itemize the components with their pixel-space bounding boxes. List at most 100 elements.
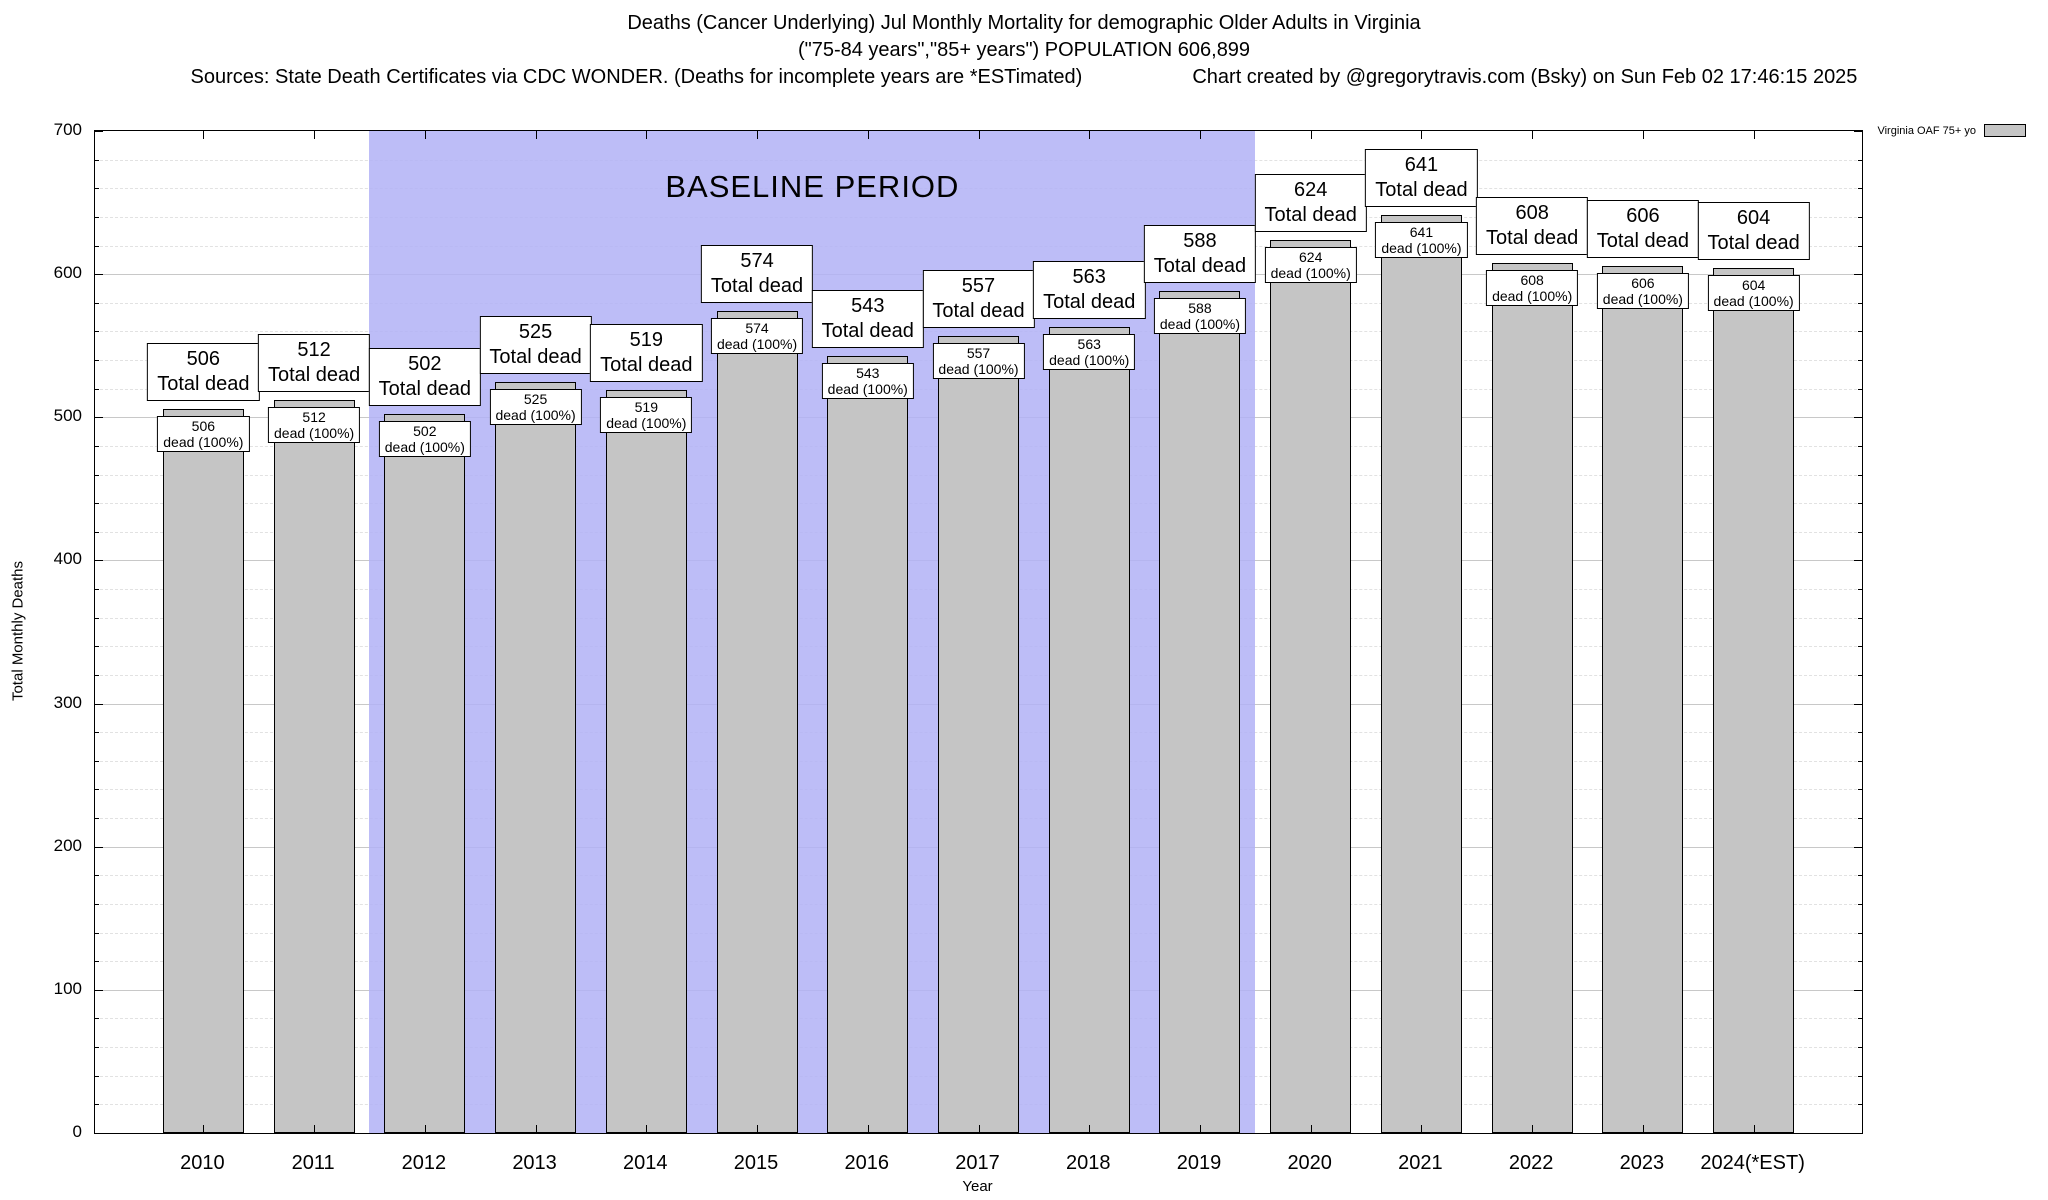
x-tick <box>978 1125 980 1133</box>
bar-total-text: Total dead <box>1264 203 1357 226</box>
bar-inner-value: 512 <box>302 409 326 426</box>
bar-inner-text: dead (100%) <box>274 425 355 442</box>
bar-inner-value: 502 <box>413 423 437 440</box>
y-minor-tick <box>1858 388 1862 390</box>
bar-inner-label: 557 dead (100%) <box>932 342 1025 379</box>
x-tick-label: 2024(*EST) <box>1700 1152 1805 1174</box>
bar <box>1602 265 1684 1133</box>
x-tick-label: 2015 <box>733 1152 779 1174</box>
y-minor-tick <box>1858 1104 1862 1106</box>
bar-inner-text: dead (100%) <box>1492 287 1573 304</box>
bar-inner-text: dead (100%) <box>1602 290 1683 307</box>
x-tick <box>757 131 759 139</box>
y-tick <box>1854 846 1862 848</box>
y-tick <box>95 1133 103 1134</box>
y-tick-label: 200 <box>53 835 82 855</box>
y-minor-tick <box>1858 646 1862 648</box>
bar-inner-text: dead (100%) <box>938 360 1019 377</box>
baseline-label: BASELINE PERIOD <box>665 169 960 204</box>
y-minor-tick <box>1858 216 1862 218</box>
y-minor-tick <box>95 732 99 734</box>
bar <box>1380 215 1462 1133</box>
bar <box>1713 268 1795 1133</box>
bar-total-label: 604 Total dead <box>1697 202 1810 261</box>
x-tick-label: 2012 <box>401 1152 447 1174</box>
bar-inner-label: 543 dead (100%) <box>821 362 914 399</box>
bar-inner-text: dead (100%) <box>1159 316 1241 333</box>
y-minor-tick <box>95 589 99 591</box>
x-tick <box>1421 131 1423 139</box>
bar-inner-text: dead (100%) <box>827 380 908 397</box>
bar-inner-label: 624 dead (100%) <box>1264 246 1357 283</box>
y-tick <box>1854 703 1862 705</box>
y-minor-tick <box>95 388 99 390</box>
y-minor-tick <box>95 216 99 218</box>
y-tick <box>95 274 103 276</box>
bar-total-value: 506 <box>186 347 221 370</box>
x-tick <box>1310 131 1312 139</box>
bar-total-text: Total dead <box>710 275 804 298</box>
x-tick <box>867 131 869 139</box>
bar-total-label: 502 Total dead <box>368 348 481 407</box>
legend: Virginia OAF 75+ yo <box>1877 124 2026 137</box>
bar-total-text: Total dead <box>489 345 582 368</box>
x-tick <box>1642 131 1644 139</box>
chart-subtitle: ("75-84 years","85+ years") POPULATION 6… <box>797 39 1251 61</box>
bar-total-text: Total dead <box>1486 226 1579 249</box>
y-tick <box>1854 417 1862 419</box>
y-minor-tick <box>1858 818 1862 820</box>
x-tick <box>314 1125 316 1133</box>
y-minor-tick <box>1858 302 1862 304</box>
x-tick <box>314 131 316 139</box>
x-tick <box>1089 131 1091 139</box>
bar <box>495 381 577 1133</box>
y-tick <box>95 703 103 705</box>
bar-total-value: 502 <box>408 353 442 376</box>
bar-inner-value: 557 <box>966 344 991 361</box>
x-tick-label: 2020 <box>1287 1152 1332 1174</box>
bar-inner-value: 608 <box>1520 271 1544 288</box>
x-axis-tick-labels: 2010 2011 2012 2013 2014 2015 2016 2017 2018 2019… <box>94 1152 1861 1182</box>
bar-total-text: Total dead <box>378 378 471 401</box>
x-tick <box>1532 131 1534 139</box>
y-minor-tick <box>95 531 99 533</box>
x-tick <box>1089 1125 1091 1133</box>
y-minor-tick <box>95 331 99 333</box>
bar-total-label: 624 Total dead <box>1254 173 1367 232</box>
y-minor-tick <box>95 1104 99 1106</box>
bar <box>1270 239 1352 1133</box>
y-minor-tick <box>1858 760 1862 762</box>
bar <box>273 400 355 1133</box>
bar-total-value: 543 <box>851 294 885 317</box>
bar-inner-value: 519 <box>634 399 658 416</box>
y-minor-tick <box>1858 474 1862 476</box>
x-tick <box>1421 1125 1423 1133</box>
bar-inner-value: 506 <box>191 417 216 434</box>
bar-total-text: Total dead <box>1153 255 1247 278</box>
y-minor-tick <box>95 188 99 190</box>
y-tick-label: 500 <box>53 406 82 426</box>
bar-total-value: 624 <box>1293 178 1328 201</box>
bar-total-value: 512 <box>297 339 331 362</box>
bar-total-label: 563 Total dead <box>1033 261 1146 320</box>
bar-inner-label: 641 dead (100%) <box>1375 222 1468 259</box>
bar-total-text: Total dead <box>267 364 361 387</box>
y-minor-tick <box>95 245 99 247</box>
bar-inner-text: dead (100%) <box>495 406 576 423</box>
y-tick <box>95 417 103 419</box>
y-minor-tick <box>95 474 99 476</box>
bar-inner-text: dead (100%) <box>1049 352 1130 369</box>
x-tick <box>203 1125 205 1133</box>
x-tick <box>1753 131 1755 139</box>
y-minor-tick <box>1858 331 1862 333</box>
y-tick <box>95 131 103 132</box>
x-tick <box>1199 131 1201 139</box>
y-minor-tick <box>1858 961 1862 963</box>
y-tick <box>1854 274 1862 276</box>
y-minor-tick <box>1858 617 1862 619</box>
x-tick <box>646 131 648 139</box>
y-minor-tick <box>1858 674 1862 676</box>
x-tick <box>1753 1125 1755 1133</box>
bar-inner-text: dead (100%) <box>1381 240 1462 257</box>
